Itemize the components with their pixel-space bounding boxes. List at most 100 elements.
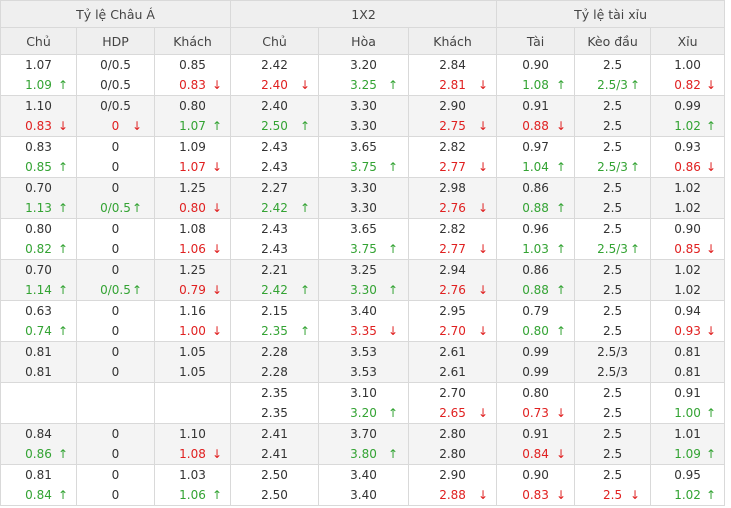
- odds-value: 1.06: [179, 242, 206, 256]
- odds-value: 2.5: [603, 99, 623, 113]
- opening-odds: 2.50: [232, 466, 318, 486]
- arrow-down-icon: ↓: [706, 242, 717, 256]
- odds-value: 0: [111, 222, 120, 236]
- odds-cell-1x2-away: 2.61 2.61: [408, 341, 498, 383]
- odds-cell-ou-line: 2.5 2.5/3 ↑: [574, 218, 652, 260]
- odds-value: 0.85: [674, 242, 701, 256]
- arrow-up-icon: ↑: [387, 78, 399, 92]
- current-odds: 2.42 ↑: [232, 280, 318, 300]
- current-odds: 1.02: [652, 280, 724, 300]
- current-odds: 1.07 ↑: [156, 116, 230, 136]
- odds-value: 0/0.5: [100, 283, 131, 297]
- table-row: 1.10 0.83 ↓ 0/0.5 0 ↓ 0.80 1.07 ↑ 2.40 2.50 ↑ 3.30 3.…: [0, 95, 726, 137]
- odds-cell-ou-line: 2.5 2.5: [574, 300, 652, 342]
- arrow-up-icon: ↑: [630, 160, 641, 174]
- odds-value: 0.82: [25, 242, 52, 256]
- current-odds: 1.02: [652, 198, 724, 218]
- opening-odds: 2.27: [232, 179, 318, 199]
- odds-value: 0: [111, 181, 120, 195]
- odds-value: 1.02: [674, 181, 701, 195]
- odds-value: 2.5: [603, 119, 623, 133]
- odds-cell-ah-hdp: 0 0/0.5 ↑: [76, 259, 155, 301]
- col-header-ou-over: Tài: [496, 27, 576, 55]
- odds-value: 0.73: [522, 406, 549, 420]
- arrow-up-icon: ↑: [706, 406, 717, 420]
- current-odds: 0.83 ↓: [156, 75, 230, 95]
- odds-value: 0/0.5: [100, 201, 131, 215]
- odds-cell-ou-over: 0.91 0.84 ↓: [496, 423, 576, 465]
- odds-cell-1x2-away: 2.98 2.76 ↓: [408, 177, 498, 219]
- current-odds: 2.35: [232, 403, 318, 423]
- odds-value: 2.76: [439, 283, 466, 297]
- arrow-down-icon: ↓: [478, 406, 489, 420]
- odds-cell-ou-over: 0.79 0.80 ↑: [496, 300, 576, 342]
- odds-value: 3.75: [350, 242, 377, 256]
- col-header-ou-line: Kèo đầu: [574, 27, 652, 55]
- arrow-down-icon: ↓: [556, 447, 567, 461]
- opening-odds: 2.90: [410, 97, 496, 117]
- current-odds: 0.84 ↓: [498, 444, 574, 464]
- opening-odds: 2.35: [232, 384, 318, 404]
- arrow-down-icon: ↓: [131, 119, 142, 133]
- odds-value: 3.10: [350, 386, 377, 400]
- arrow-down-icon: ↓: [478, 160, 489, 174]
- odds-cell-ou-over: 0.86 0.88 ↑: [496, 259, 576, 301]
- opening-odds: 0/0.5: [78, 56, 154, 76]
- opening-odds: 3.65: [320, 220, 408, 240]
- arrow-up-icon: ↑: [57, 488, 68, 502]
- current-odds: 3.30: [320, 198, 408, 218]
- odds-value: 1.07: [25, 58, 52, 72]
- odds-value: 3.40: [350, 488, 377, 502]
- odds-value: 0/0.5: [100, 99, 131, 113]
- opening-odds: 2.5: [576, 466, 650, 486]
- col-header-ou-under: Xỉu: [650, 27, 726, 55]
- current-odds: 1.03 ↑: [498, 239, 574, 259]
- odds-value: 0.70: [25, 181, 52, 195]
- opening-odds: 0.96: [498, 220, 574, 240]
- odds-cell-ou-line: 2.5/3 2.5/3: [574, 341, 652, 383]
- opening-odds: 0.94: [652, 302, 724, 322]
- odds-value: 0.74: [25, 324, 52, 338]
- current-odds: 2.5/3 ↑: [576, 239, 650, 259]
- odds-cell-1x2-home: 2.43 2.43: [230, 218, 320, 260]
- odds-value: 0.97: [522, 140, 549, 154]
- odds-value: 3.53: [350, 345, 377, 359]
- odds-cell-ou-over: 0.90 1.08 ↑: [496, 54, 576, 96]
- opening-odds: 0.99: [652, 97, 724, 117]
- odds-value: 1.00: [674, 406, 701, 420]
- opening-odds: 1.07: [2, 56, 76, 76]
- odds-cell-ou-line: 2.5 2.5/3 ↑: [574, 54, 652, 96]
- opening-odds: 0: [78, 179, 154, 199]
- arrow-up-icon: ↑: [131, 283, 142, 297]
- odds-cell-1x2-away: 2.82 2.77 ↓: [408, 136, 498, 178]
- current-odds: 0: [78, 485, 154, 505]
- odds-value: 3.30: [350, 283, 377, 297]
- odds-cell-ou-under: 0.94 0.93 ↓: [650, 300, 726, 342]
- odds-value: 2.80: [439, 427, 466, 441]
- opening-odds: 0.63: [2, 302, 76, 322]
- opening-odds: 0: [78, 261, 154, 281]
- odds-value: 0.81: [25, 468, 52, 482]
- odds-value: 2.70: [439, 324, 466, 338]
- odds-cell-ou-over: 0.91 0.88 ↓: [496, 95, 576, 137]
- odds-cell-ou-under: 0.99 1.02 ↑: [650, 95, 726, 137]
- odds-value: 0.86: [25, 447, 52, 461]
- odds-value: 2.98: [439, 181, 466, 195]
- table-row: 0.70 1.13 ↑ 0 0/0.5 ↑ 1.25 0.80 ↓ 2.27 2.42 ↑ 3.30 3.…: [0, 177, 726, 219]
- odds-value: 3.40: [350, 304, 377, 318]
- current-odds: 2.5: [576, 321, 650, 341]
- odds-cell-1x2-draw: 3.65 3.75 ↑: [318, 218, 410, 260]
- opening-odds: 2.70: [410, 384, 496, 404]
- opening-odds: 2.5: [576, 56, 650, 76]
- opening-odds: 0.91: [498, 425, 574, 445]
- odds-cell-1x2-away: 2.95 2.70 ↓: [408, 300, 498, 342]
- opening-odds: 3.40: [320, 302, 408, 322]
- table-row: 0.84 0.86 ↑ 0 0 1.10 1.08 ↓ 2.41 2.41 3.70 3.80 ↑ 2.8…: [0, 423, 726, 465]
- current-odds: 0.84 ↑: [2, 485, 76, 505]
- arrow-up-icon: ↑: [706, 119, 717, 133]
- odds-value: 0.99: [674, 99, 701, 113]
- odds-value: 2.35: [261, 386, 288, 400]
- odds-value: 0.86: [522, 263, 549, 277]
